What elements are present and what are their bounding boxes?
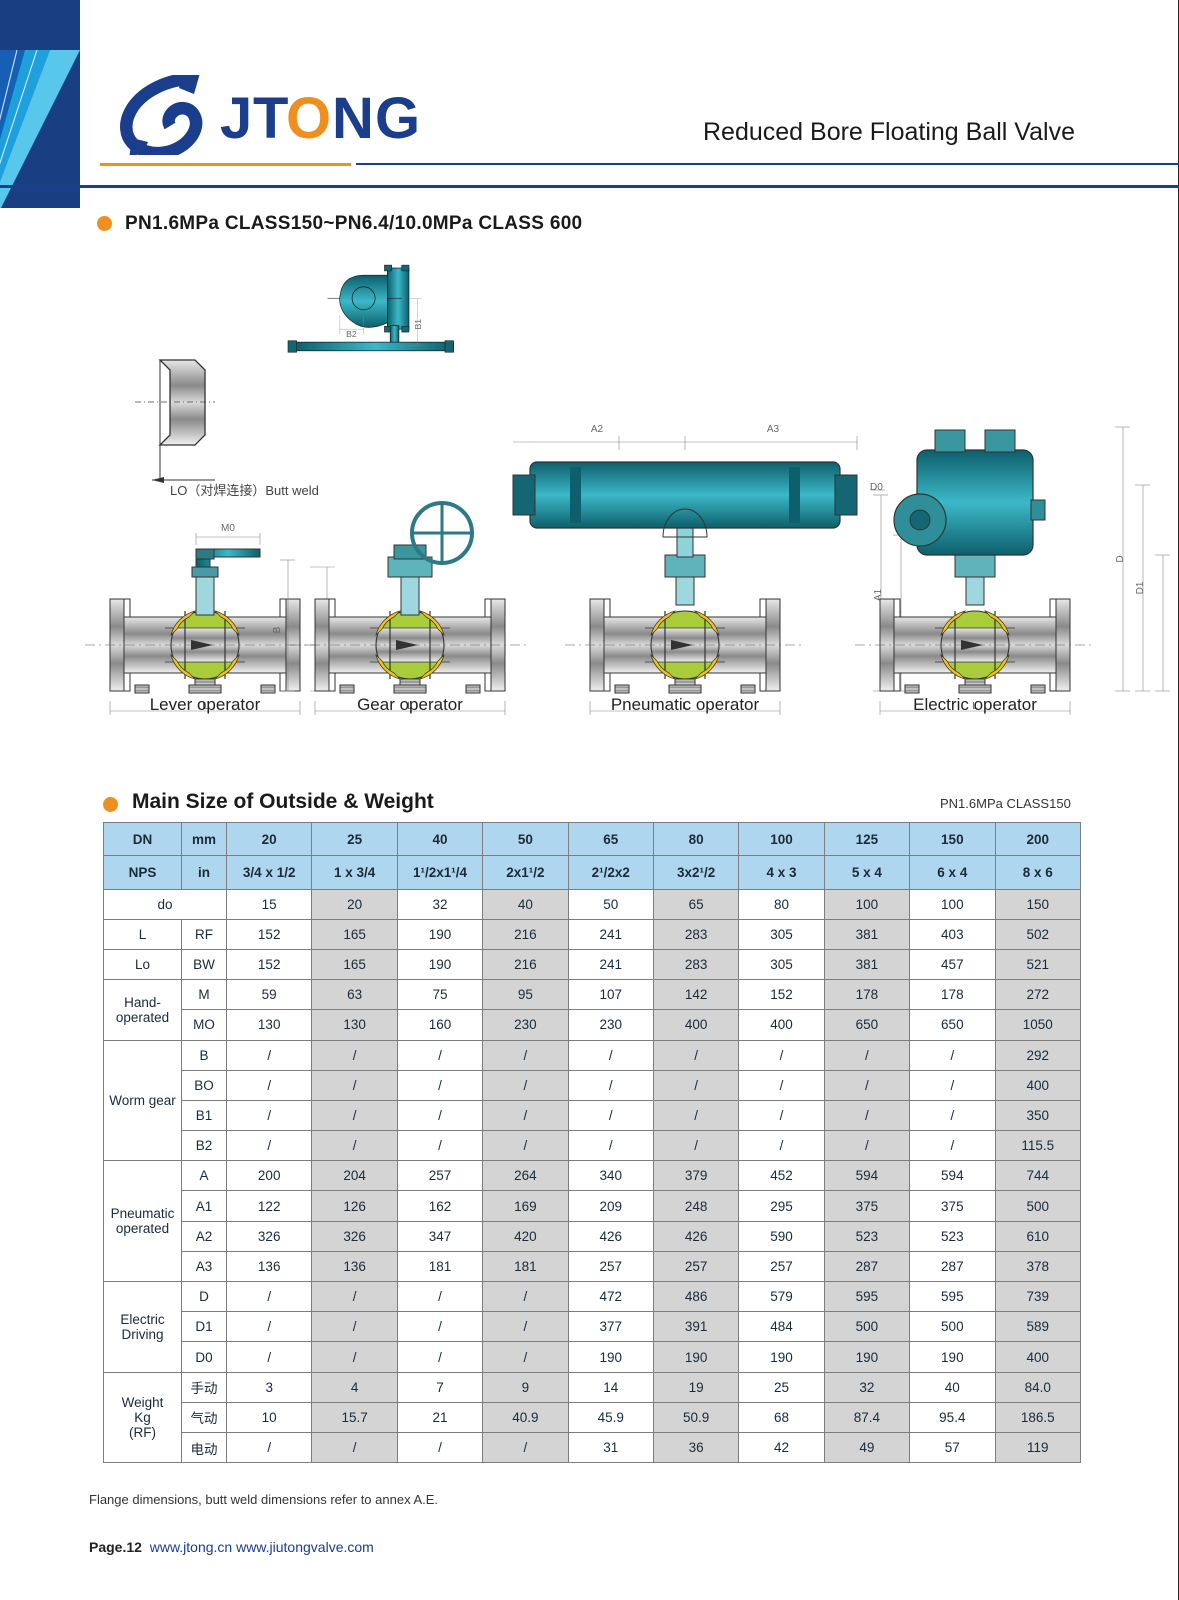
svg-text:B: B xyxy=(272,626,283,633)
svg-text:D1: D1 xyxy=(1135,581,1146,594)
svg-text:D: D xyxy=(1115,555,1126,562)
svg-text:N: N xyxy=(332,86,374,151)
svg-text:LO（对焊连接）Butt weld: LO（对焊连接）Butt weld xyxy=(170,483,319,498)
svg-text:A3: A3 xyxy=(767,424,780,435)
svg-text:Electric operator: Electric operator xyxy=(913,695,1037,714)
svg-text:B2: B2 xyxy=(346,329,357,339)
svg-text:J: J xyxy=(220,86,252,151)
svg-text:G: G xyxy=(375,86,420,151)
svg-text:T: T xyxy=(253,86,288,151)
svg-text:A2: A2 xyxy=(591,424,604,435)
svg-text:O: O xyxy=(286,86,331,151)
svg-text:M0: M0 xyxy=(221,523,235,534)
svg-text:B1: B1 xyxy=(413,319,423,330)
svg-text:Gear operator: Gear operator xyxy=(357,695,463,714)
svg-text:Lever operator: Lever operator xyxy=(150,695,261,714)
svg-text:Pneumatic operator: Pneumatic operator xyxy=(611,695,760,714)
svg-text:D0: D0 xyxy=(870,482,883,493)
